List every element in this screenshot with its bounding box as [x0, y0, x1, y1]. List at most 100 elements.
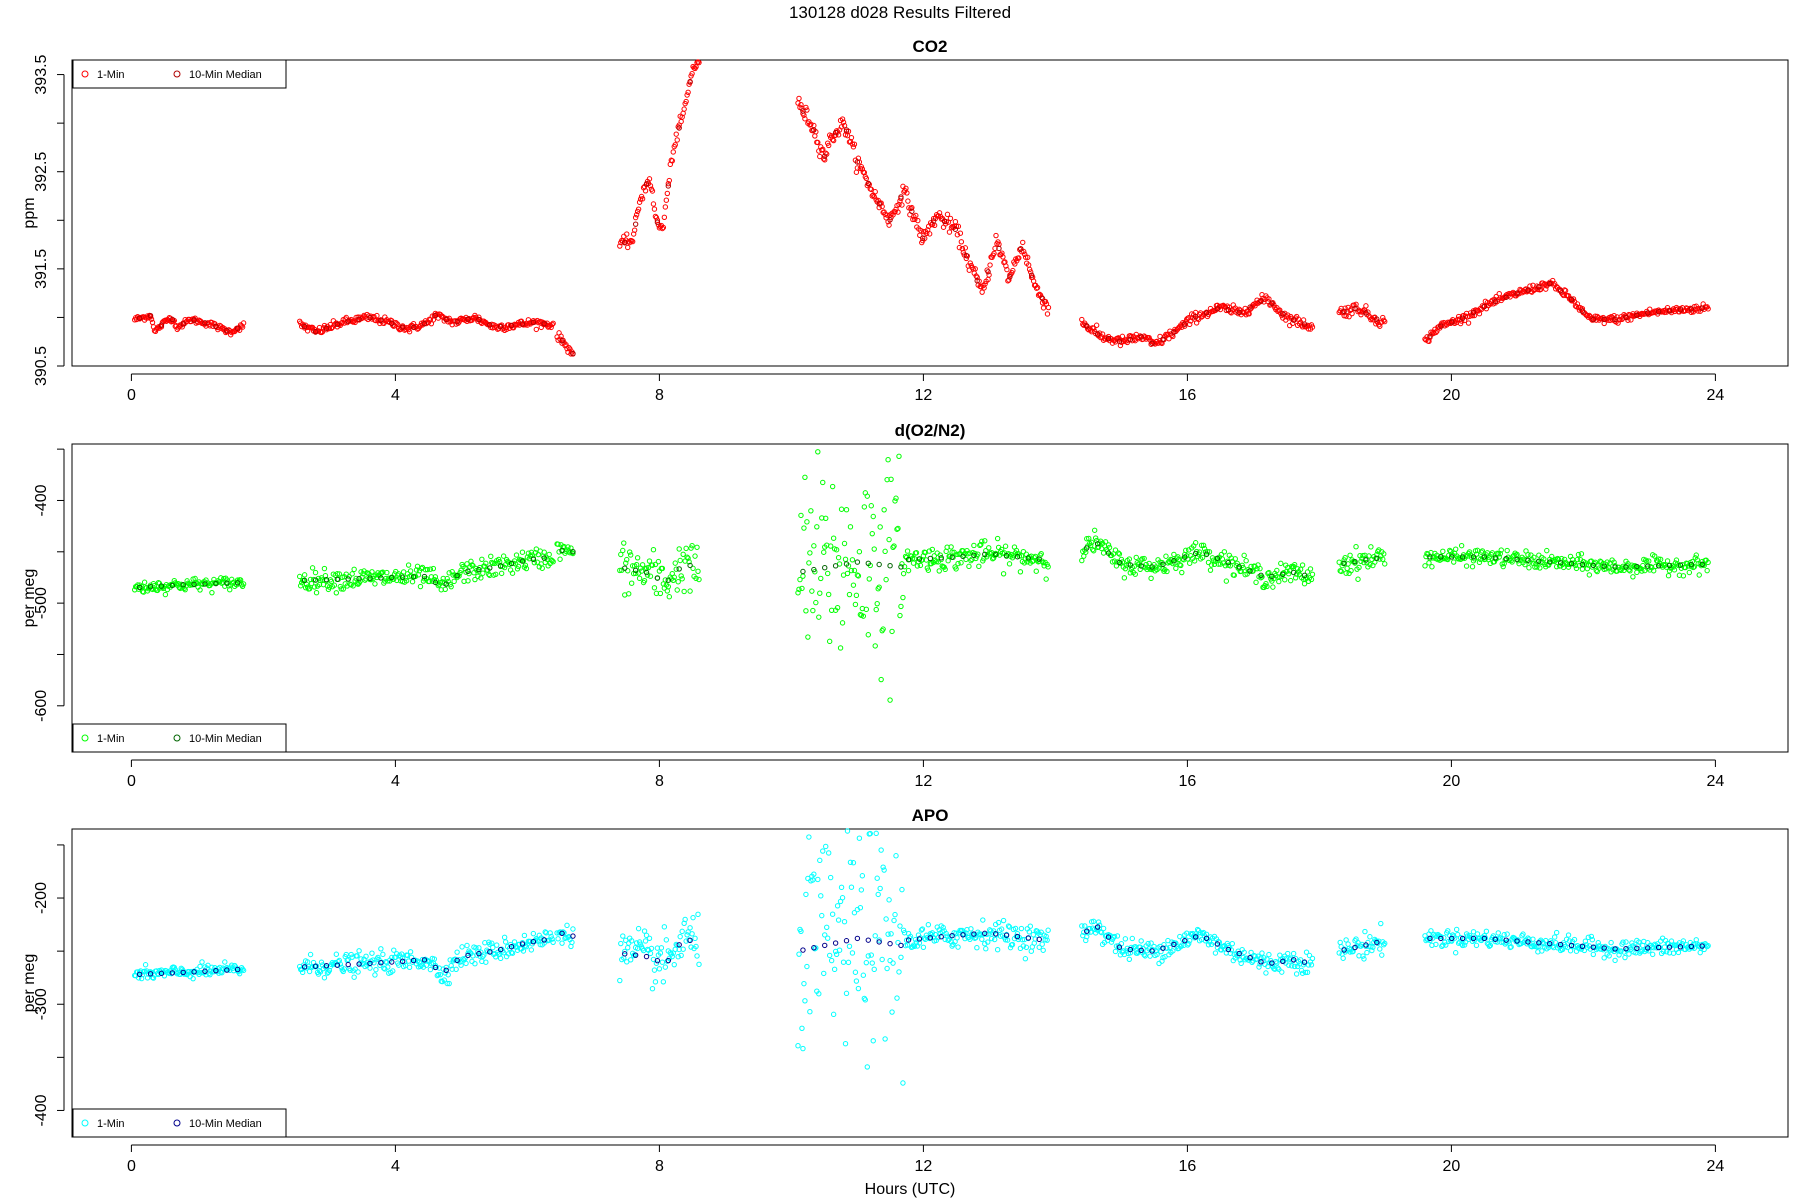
o2n2-point-median [822, 565, 828, 571]
co2-point-1min [1458, 318, 1465, 324]
apo-point-median [832, 940, 839, 946]
co2-point-1min [548, 324, 554, 331]
o2n2-point-1min [888, 476, 894, 482]
apo-point-1min [851, 910, 858, 916]
co2-point-1min [820, 146, 826, 153]
o2n2-point-1min [472, 576, 478, 583]
apo-point-median [1363, 942, 1369, 948]
apo-point-1min [802, 998, 808, 1004]
apo-point-1min [352, 966, 358, 972]
o2n2-point-1min [301, 572, 308, 578]
o2n2-point-1min [853, 592, 860, 599]
o2n2-point-1min [932, 557, 938, 564]
o2n2-point-median [632, 567, 639, 573]
o2n2-point-1min [442, 586, 448, 592]
co2-legend-marker [173, 70, 181, 78]
o2n2-point-1min [683, 545, 689, 552]
co2-series-median [136, 78, 1705, 357]
co2-point-median [1503, 294, 1509, 300]
co2-point-median [1612, 316, 1618, 323]
apo-point-1min [1023, 944, 1030, 950]
apo-point-1min [341, 966, 347, 972]
o2n2-point-median [1547, 559, 1553, 565]
o2n2-x-tick-label: 24 [1707, 773, 1725, 790]
o2n2-point-median [1025, 555, 1032, 561]
o2n2-point-1min [821, 549, 827, 555]
co2-point-median [800, 108, 806, 114]
o2n2-point-1min [1088, 542, 1094, 549]
o2n2-point-median [1258, 572, 1264, 578]
o2n2-point-1min [1665, 573, 1672, 579]
apo-point-1min [829, 911, 836, 917]
o2n2-point-median [1149, 564, 1155, 570]
o2n2-point-1min [655, 558, 662, 565]
o2n2-point-1min [834, 604, 841, 611]
apo-point-1min [847, 859, 854, 866]
o2n2-point-1min [1537, 565, 1543, 571]
o2n2-point-1min [1696, 572, 1702, 578]
o2n2-point-1min [659, 565, 666, 572]
o2n2-point-1min [851, 567, 858, 574]
o2n2-point-median [811, 566, 817, 573]
o2n2-point-1min [1208, 562, 1215, 568]
o2n2-point-1min [811, 543, 817, 549]
o2n2-point-median [1352, 558, 1358, 565]
apo-point-1min [1566, 938, 1573, 944]
apo-legend-label: 10-Min Median [189, 1118, 262, 1130]
apo-point-1min [1705, 943, 1711, 949]
apo-point-1min [833, 951, 840, 957]
apo-point-1min [687, 925, 693, 931]
o2n2-point-1min [1092, 535, 1099, 541]
apo-point-1min [443, 964, 449, 971]
apo-point-median [843, 938, 850, 944]
o2n2-point-median [800, 568, 806, 575]
o2n2-point-median [136, 584, 143, 591]
apo-point-1min [441, 977, 447, 983]
o2n2-point-1min [1111, 558, 1118, 564]
co2-point-median [334, 321, 341, 327]
o2n2-point-1min [695, 568, 701, 575]
apo-point-1min [548, 933, 554, 940]
o2n2-point-1min [403, 578, 410, 584]
apo-point-1min [1453, 926, 1460, 933]
co2-point-1min [661, 214, 668, 221]
apo-point-1min [1134, 950, 1140, 956]
apo-point-1min [663, 937, 670, 943]
o2n2-point-1min [1243, 558, 1249, 564]
apo-point-median [389, 959, 395, 965]
co2-point-median [1160, 336, 1166, 342]
apo-point-median [916, 936, 923, 942]
apo-point-1min [222, 959, 228, 965]
apo-point-median [865, 937, 871, 943]
apo-point-1min [1650, 951, 1656, 958]
o2n2-point-1min [805, 634, 811, 640]
co2-point-1min [637, 196, 644, 202]
apo-point-1min [307, 951, 314, 958]
o2n2-point-1min [1253, 579, 1259, 586]
apo-point-1min [1126, 956, 1133, 962]
apo-point-median [1236, 950, 1242, 957]
o2n2-point-1min [676, 546, 682, 552]
apo-point-1min [1127, 950, 1134, 956]
o2n2-point-1min [465, 578, 471, 584]
o2n2-point-median [421, 573, 428, 580]
o2n2-point-1min [382, 578, 388, 584]
o2n2-point-median [443, 581, 449, 587]
co2-point-1min [1469, 313, 1476, 319]
o2n2-point-1min [817, 590, 823, 596]
o2n2-point-1min [797, 576, 803, 583]
o2n2-point-median [1374, 555, 1380, 561]
apo-point-1min [845, 959, 852, 966]
apo-point-1min [994, 947, 1001, 953]
apo-point-1min [1006, 924, 1013, 930]
co2-point-1min [394, 320, 400, 327]
apo-point-1min [831, 966, 838, 973]
apo-point-1min [417, 963, 424, 970]
apo-point-1min [530, 930, 537, 937]
o2n2-point-1min [1006, 561, 1013, 567]
apo-point-1min [825, 850, 832, 856]
o2n2-point-1min [662, 577, 669, 583]
co2-point-median [654, 219, 661, 225]
apo-point-median [949, 932, 955, 939]
o2n2-point-1min [971, 542, 977, 549]
